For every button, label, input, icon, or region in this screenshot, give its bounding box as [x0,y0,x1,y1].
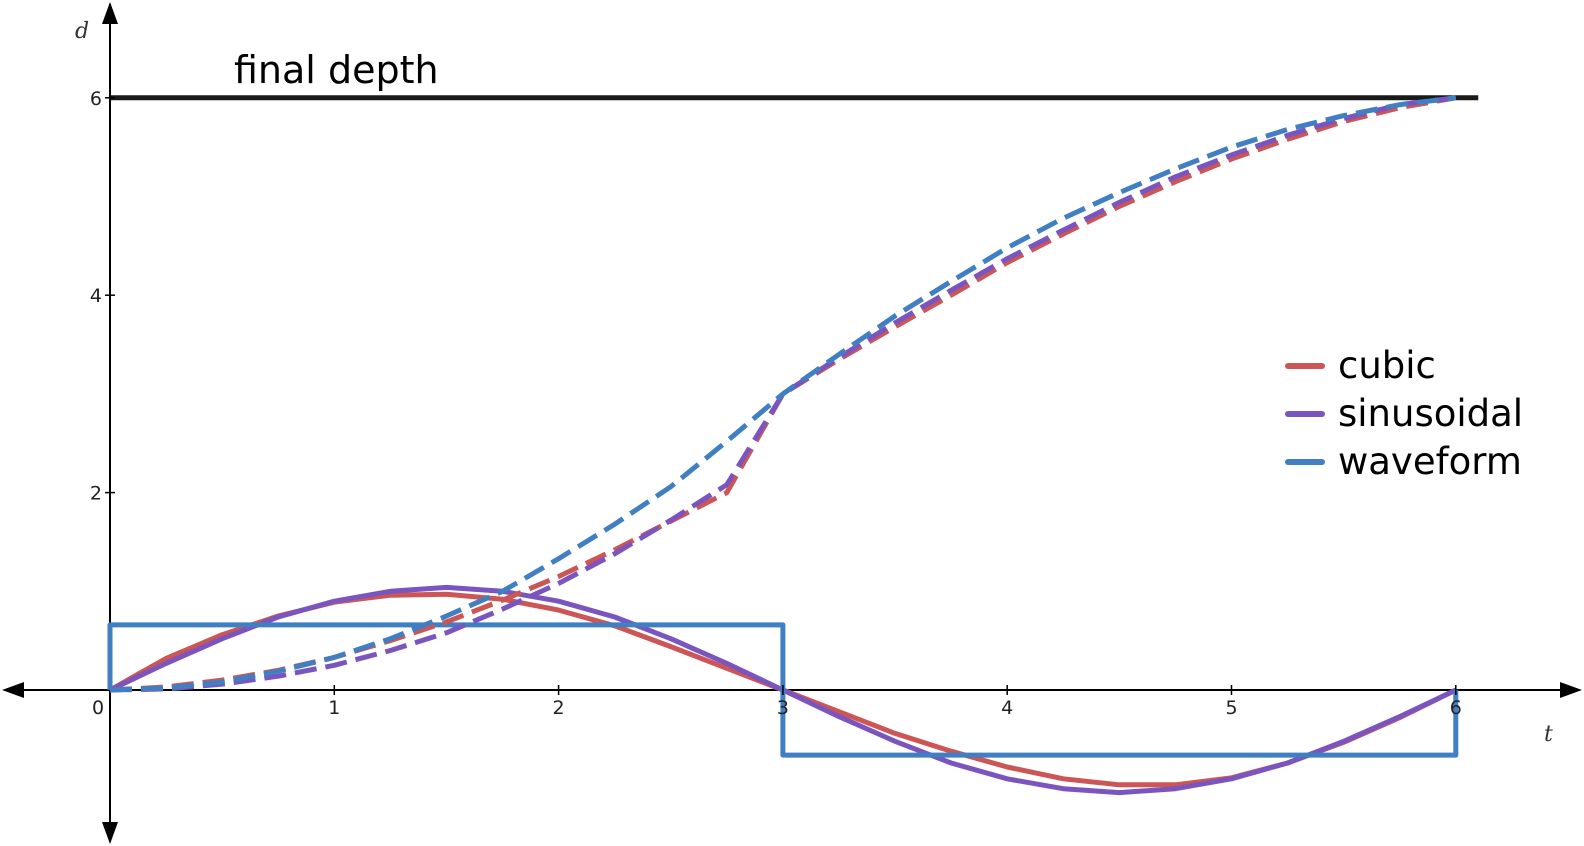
legend-label-cubic: cubic [1338,344,1436,387]
ticks-layer: 0 1 2 3 4 5 6 2 4 6 [90,88,1462,719]
x-tick-label-2: 2 [553,697,565,719]
x-tick-label-5: 5 [1225,697,1237,719]
y-axis-bottom-arrow [102,822,118,844]
legend-label-sinusoidal: sinusoidal [1338,392,1523,435]
series-sinusoidal-depth [109,95,1457,693]
x-tick-label-3: 3 [777,697,789,719]
y-axis-title: d [75,19,89,44]
x-axis-left-arrow [2,682,24,698]
y-tick-label-2: 2 [90,483,102,505]
final-depth-label: final depth [234,48,439,92]
y-tick-label-6: 6 [90,88,102,110]
legend-label-waveform: waveform [1338,440,1522,483]
y-axis-top-arrow [102,2,118,24]
x-tick-label-4: 4 [1001,697,1013,719]
legend: cubic sinusoidal waveform [1285,344,1523,483]
x-axis-right-arrow [1560,682,1582,698]
x-axis-title: t [1544,722,1553,747]
x-tick-label-6: 6 [1450,697,1462,719]
x-tick-label-0: 0 [92,697,104,719]
y-tick-label-4: 4 [90,285,102,307]
x-tick-label-1: 1 [328,697,340,719]
series-waveform-depth [109,95,1457,693]
